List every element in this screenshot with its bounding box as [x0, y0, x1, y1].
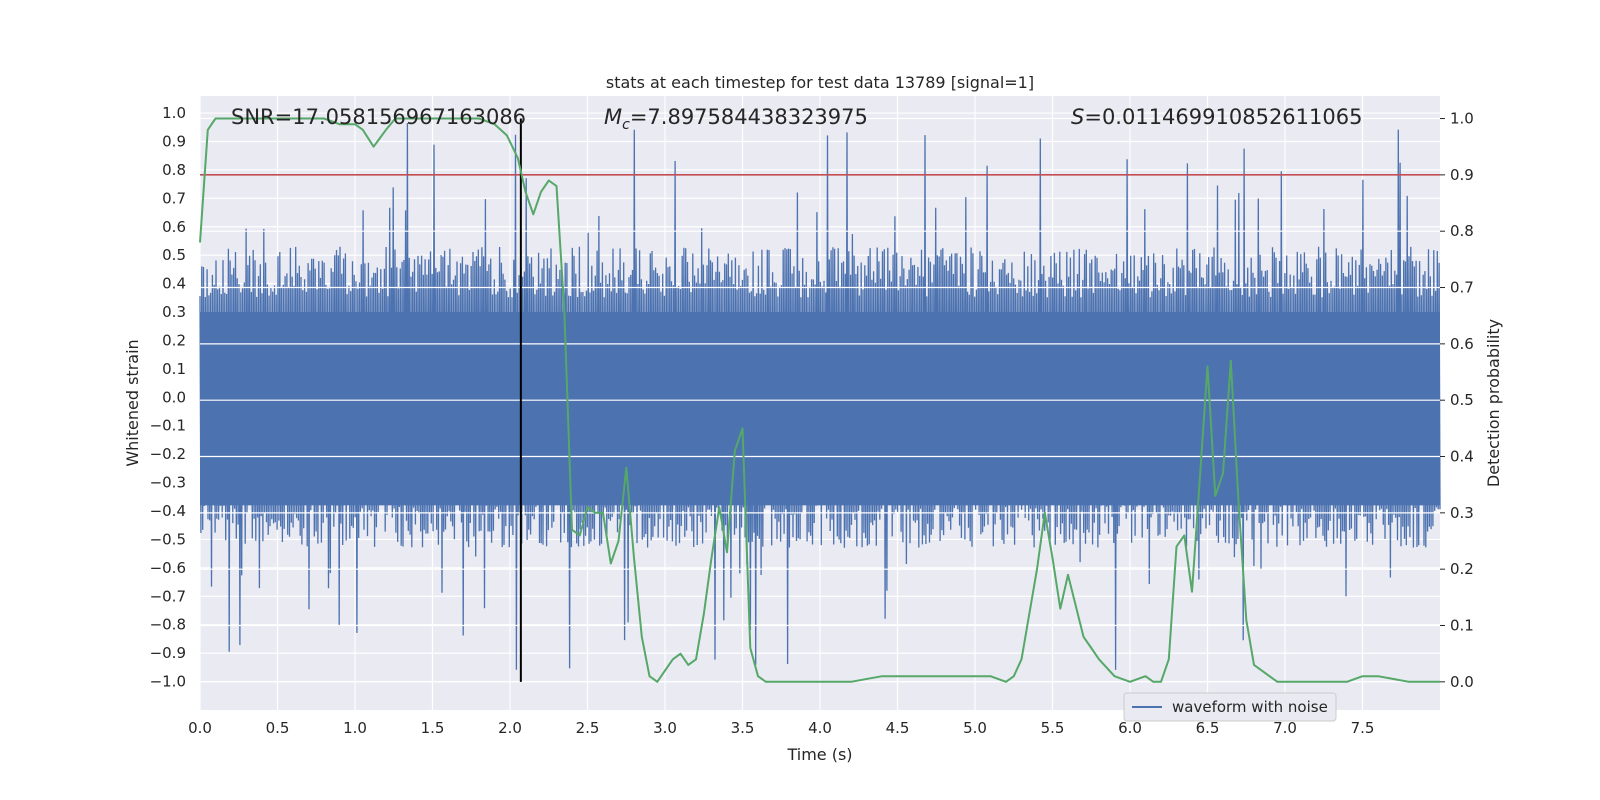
- y-left-tick-label: −0.9: [150, 644, 186, 662]
- x-tick-label: 7.5: [1351, 719, 1375, 737]
- y-left-tick-label: 0.6: [162, 218, 186, 236]
- chart-title: stats at each timestep for test data 137…: [606, 73, 1034, 92]
- x-tick-label: 5.5: [1041, 719, 1065, 737]
- y-right-tick-label: 0.7: [1450, 279, 1474, 297]
- legend-box: [1123, 692, 1337, 722]
- y-right-tick-label: 0.1: [1450, 617, 1474, 635]
- mc-subscript: c: [622, 117, 630, 133]
- y-left-tick-label: −0.1: [150, 417, 186, 435]
- snr-annotation: SNR=17.058156967163086: [231, 105, 526, 129]
- y-left-tick-label: −0.5: [150, 530, 186, 548]
- x-tick-label: 2.0: [498, 719, 522, 737]
- x-axis-ticks: 0.0 0.5 1.0 1.5 2.0 2.5 3.0 3.5 4.0 4.5 5.0 5.5 6.0 6…: [188, 719, 1374, 737]
- s-annotation: S=0.011469910852611065: [1071, 105, 1362, 129]
- y-left-tick-label: −1.0: [150, 673, 186, 691]
- y-left-tick-label: −0.6: [150, 559, 186, 577]
- y-right-tick-label: 1.0: [1450, 110, 1474, 128]
- y-left-tick-label: 0.8: [162, 161, 186, 179]
- y-right-tick-label: 0.3: [1450, 504, 1474, 522]
- y-right-tick-label: 0.6: [1450, 335, 1474, 353]
- x-tick-label: 6.5: [1196, 719, 1220, 737]
- mc-symbol: M: [604, 105, 622, 129]
- y-left-axis-label: Whitened strain: [123, 339, 142, 466]
- x-tick-label: 1.0: [343, 719, 367, 737]
- x-tick-label: 0.5: [266, 719, 290, 737]
- y-right-tick-label: 0.2: [1450, 560, 1474, 578]
- y-right-tick-label: 0.0: [1450, 673, 1474, 691]
- y-left-tick-label: 0.0: [162, 388, 186, 406]
- x-tick-label: 4.5: [886, 719, 910, 737]
- x-tick-label: 7.0: [1273, 719, 1297, 737]
- y-left-tick-label: −0.7: [150, 587, 186, 605]
- legend: waveform with noise: [1123, 692, 1337, 722]
- y-right-tick-label: 0.8: [1450, 222, 1474, 240]
- y-right-tick-label: 0.9: [1450, 166, 1474, 184]
- x-tick-label: 3.5: [731, 719, 755, 737]
- overlay-lines: [199, 117, 1440, 683]
- s-value: =0.011469910852611065: [1084, 105, 1362, 129]
- y-left-tick-label: 0.5: [162, 246, 186, 264]
- x-tick-label: 4.0: [808, 719, 832, 737]
- y-left-tick-label: 0.2: [162, 331, 186, 349]
- x-axis-label: Time (s): [786, 745, 852, 764]
- x-tick-label: 0.0: [188, 719, 212, 737]
- detection-probability-line: [199, 117, 1440, 683]
- y-left-tick-label: −0.2: [150, 445, 186, 463]
- mc-annotation: Mc=7.897584438323975: [604, 105, 868, 133]
- y-left-tick-label: 1.0: [162, 104, 186, 122]
- y-right-tick-label: 0.4: [1450, 448, 1474, 466]
- y-left-tick-label: 0.7: [162, 189, 186, 207]
- y-left-axis-ticks: 1.0 0.9 0.8 0.7 0.6 0.5 0.4 0.3 0.2 0.1 0.0 −0.1 −0.…: [150, 104, 186, 691]
- y-right-tick-label: 0.5: [1450, 391, 1474, 409]
- mc-value: =7.897584438323975: [630, 105, 868, 129]
- waveform-dense-band: [200, 312, 1440, 506]
- legend-label: waveform with noise: [1172, 698, 1328, 716]
- y-left-tick-label: 0.1: [162, 360, 186, 378]
- x-tick-label: 5.0: [963, 719, 987, 737]
- y-left-tick-label: −0.3: [150, 474, 186, 492]
- y-right-axis-label: Detection probability: [1484, 319, 1503, 487]
- y-left-tick-label: 0.9: [162, 132, 186, 150]
- y-left-tick-label: −0.4: [150, 502, 186, 520]
- y-left-tick-label: −0.8: [150, 616, 186, 634]
- x-tick-label: 1.5: [421, 719, 445, 737]
- y-right-axis-ticks: 1.0 0.9 0.8 0.7 0.6 0.5 0.4 0.3 0.2 0.1 0.0: [1440, 110, 1474, 691]
- x-tick-label: 2.5: [576, 719, 600, 737]
- s-symbol: S: [1071, 105, 1084, 129]
- y-left-tick-label: 0.4: [162, 275, 186, 293]
- x-tick-label: 6.0: [1118, 719, 1142, 737]
- x-tick-label: 3.0: [653, 719, 677, 737]
- y-left-tick-label: 0.3: [162, 303, 186, 321]
